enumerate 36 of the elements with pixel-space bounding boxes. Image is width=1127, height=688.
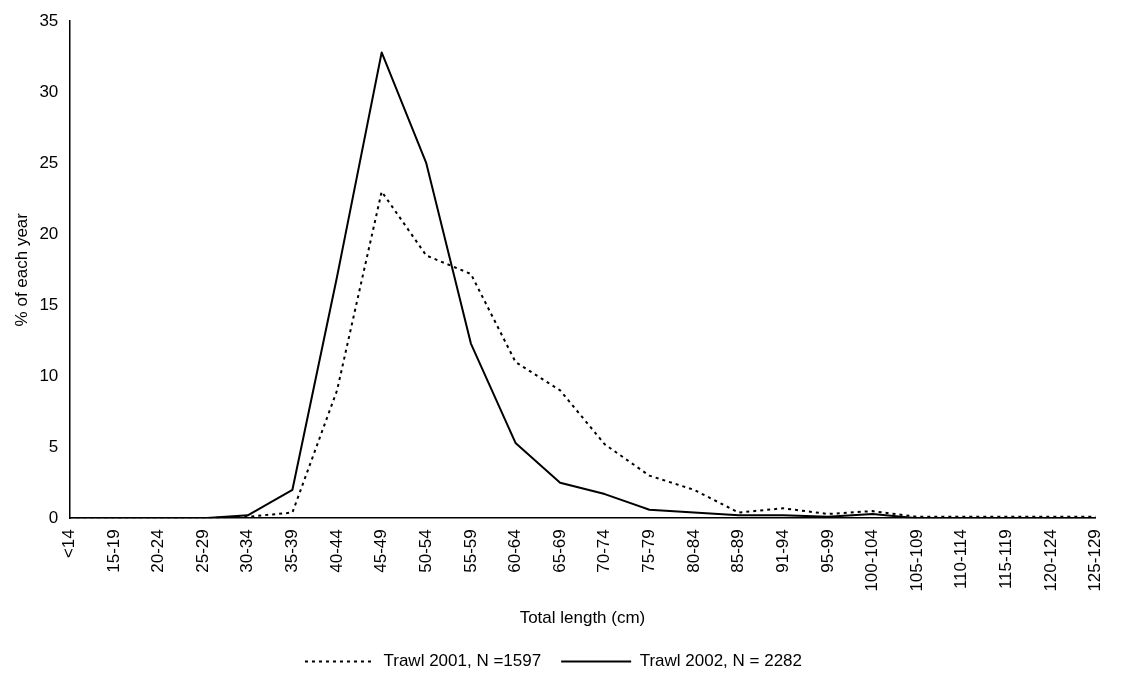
x-tick-label: 70-74 bbox=[594, 529, 614, 573]
x-tick-label: 120-124 bbox=[1040, 529, 1060, 592]
x-tick-label: 75-79 bbox=[639, 529, 659, 573]
x-axis-title: Total length (cm) bbox=[519, 608, 646, 628]
x-tick-label: 65-69 bbox=[549, 529, 569, 573]
x-tick-label: 45-49 bbox=[371, 529, 391, 573]
y-tick-label: 5 bbox=[48, 436, 59, 456]
x-tick-label: 105-109 bbox=[906, 529, 926, 592]
x-tick-label: 25-29 bbox=[192, 529, 212, 573]
x-tick-label: 100-104 bbox=[862, 529, 882, 592]
x-tick-label: 80-84 bbox=[683, 529, 703, 573]
x-tick-label: <14 bbox=[59, 529, 78, 559]
x-tick-label: 95-99 bbox=[817, 529, 837, 573]
x-tick-label: 91-94 bbox=[772, 529, 792, 573]
y-tick-label: 20 bbox=[39, 223, 59, 243]
x-tick-label: 35-39 bbox=[282, 529, 302, 573]
x-tick-label: 55-59 bbox=[460, 529, 480, 573]
x-tick-label: 125-129 bbox=[1085, 529, 1105, 592]
legend-label: Trawl 2001, N =1597 bbox=[383, 651, 542, 671]
x-tick-label: 30-34 bbox=[237, 529, 257, 573]
x-tick-label: 20-24 bbox=[148, 529, 168, 573]
y-axis-title: % of each year bbox=[11, 212, 31, 327]
y-tick-label: 30 bbox=[39, 81, 59, 101]
y-tick-label: 10 bbox=[39, 365, 59, 385]
x-tick-label: 50-54 bbox=[415, 529, 435, 573]
y-tick-label: 25 bbox=[39, 152, 59, 172]
x-tick-label: 115-119 bbox=[996, 529, 1016, 590]
x-tick-label: 40-44 bbox=[326, 529, 346, 573]
legend-label: Trawl 2002, N = 2282 bbox=[639, 651, 803, 671]
y-tick-label: 0 bbox=[48, 507, 59, 527]
x-tick-label: 60-64 bbox=[505, 529, 525, 573]
y-tick-label: 15 bbox=[39, 294, 59, 314]
x-tick-label: 85-89 bbox=[728, 529, 748, 573]
y-tick-label: 35 bbox=[39, 10, 59, 30]
x-tick-label: 110-114 bbox=[951, 529, 971, 590]
x-tick-label: 15-19 bbox=[103, 529, 123, 573]
